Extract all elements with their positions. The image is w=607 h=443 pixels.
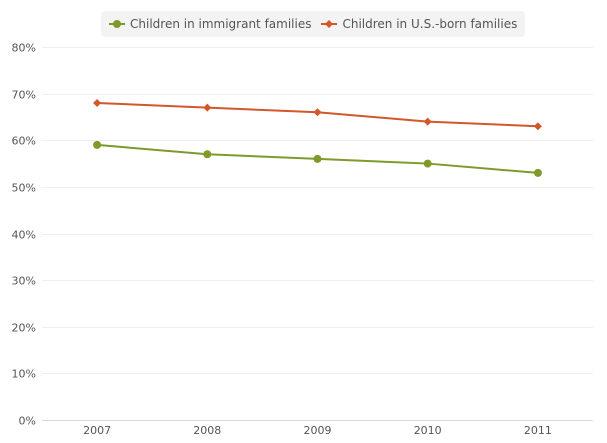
x-axis: 2007 2008 2009 2010 2011 (42, 420, 593, 437)
x-tick-label: 2009 (304, 424, 332, 437)
data-point[interactable] (313, 154, 322, 163)
legend-item-us-born[interactable]: Children in U.S.-born families (321, 17, 517, 31)
legend-label: Children in U.S.-born families (342, 17, 518, 31)
y-tick-label: 0% (19, 415, 36, 428)
data-point[interactable] (93, 140, 102, 149)
y-axis: 0% 10% 20% 30% 40% 50% 60% 70% 80% (12, 42, 36, 428)
data-point[interactable] (313, 108, 322, 117)
data-point[interactable] (93, 98, 102, 107)
legend-label: Children in immigrant families (130, 17, 312, 31)
series-group (93, 98, 542, 177)
legend-item-immigrant[interactable]: Children in immigrant families (109, 17, 311, 31)
y-tick-label: 80% (12, 42, 36, 55)
y-tick-label: 30% (12, 275, 36, 288)
x-tick-label: 2011 (524, 424, 552, 437)
legend-swatch-diamond-icon (321, 20, 338, 28)
data-point[interactable] (423, 159, 432, 168)
gridlines (42, 47, 593, 374)
y-tick-label: 50% (12, 182, 36, 195)
series-1 (93, 98, 542, 131)
x-tick-label: 2008 (193, 424, 221, 437)
y-tick-label: 70% (12, 89, 36, 102)
data-point[interactable] (203, 103, 212, 112)
data-point[interactable] (533, 122, 542, 131)
data-point[interactable] (423, 117, 432, 126)
x-tick-label: 2007 (83, 424, 111, 437)
legend-swatch-circle-icon (109, 20, 125, 28)
data-point[interactable] (533, 168, 542, 177)
y-tick-label: 60% (12, 135, 36, 148)
y-tick-label: 10% (12, 368, 36, 381)
y-tick-label: 40% (12, 229, 36, 242)
x-tick-label: 2010 (414, 424, 442, 437)
data-point[interactable] (203, 150, 212, 159)
y-tick-label: 20% (12, 322, 36, 335)
series-0 (93, 140, 542, 177)
legend: Children in immigrant families Children … (101, 11, 526, 37)
